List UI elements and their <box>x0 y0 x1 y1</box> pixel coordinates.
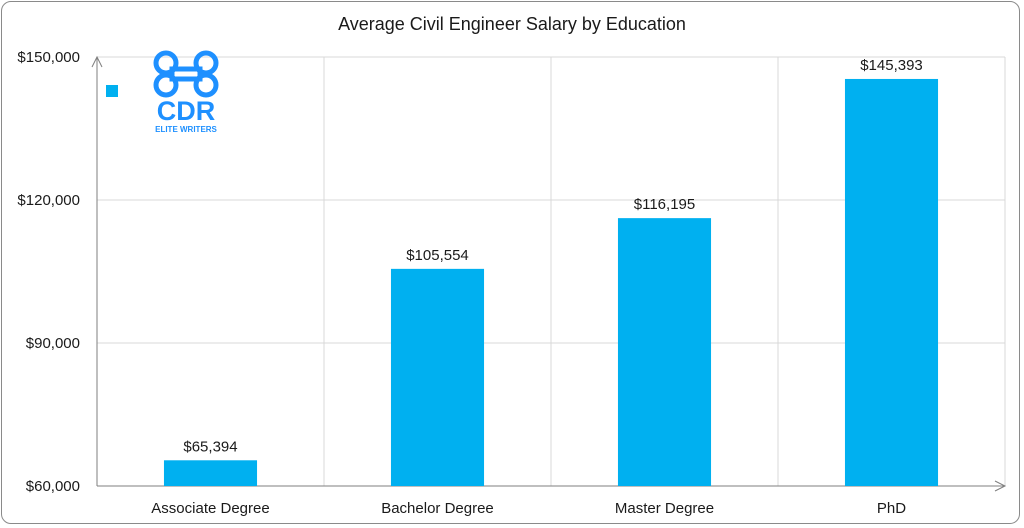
x-tick-label: Master Degree <box>615 500 714 517</box>
bar-layer <box>163 78 939 487</box>
logo-name: CDR <box>157 96 216 126</box>
data-label: $145,393 <box>860 57 923 74</box>
y-tick-label: $150,000 <box>17 49 80 66</box>
legend <box>106 85 118 97</box>
cdr-logo-icon <box>153 50 219 98</box>
legend-swatch <box>106 85 118 97</box>
y-axis-arrow <box>91 55 103 68</box>
data-label: $105,554 <box>406 247 469 264</box>
x-tick-label: Bachelor Degree <box>381 500 494 517</box>
label-layer: $65,394 Associate Degree $105,554 Bachelor … <box>151 57 922 517</box>
data-label: $65,394 <box>183 438 237 455</box>
x-tick-label: PhD <box>877 500 906 517</box>
bar <box>163 460 258 486</box>
bar <box>617 218 712 487</box>
x-axis-arrow <box>994 480 1007 492</box>
cdr-logo: CDR ELITE WRITERS <box>153 50 219 134</box>
chart-title: Average Civil Engineer Salary by Educati… <box>338 14 686 34</box>
bar <box>390 268 485 486</box>
y-tick-label: $120,000 <box>17 192 80 209</box>
y-tick-label: $90,000 <box>26 335 80 352</box>
x-tick-label: Associate Degree <box>151 500 269 517</box>
y-tick-label: $60,000 <box>26 478 80 495</box>
data-label: $116,195 <box>634 196 695 213</box>
logo-tagline: ELITE WRITERS <box>155 125 217 134</box>
bar <box>844 78 939 487</box>
